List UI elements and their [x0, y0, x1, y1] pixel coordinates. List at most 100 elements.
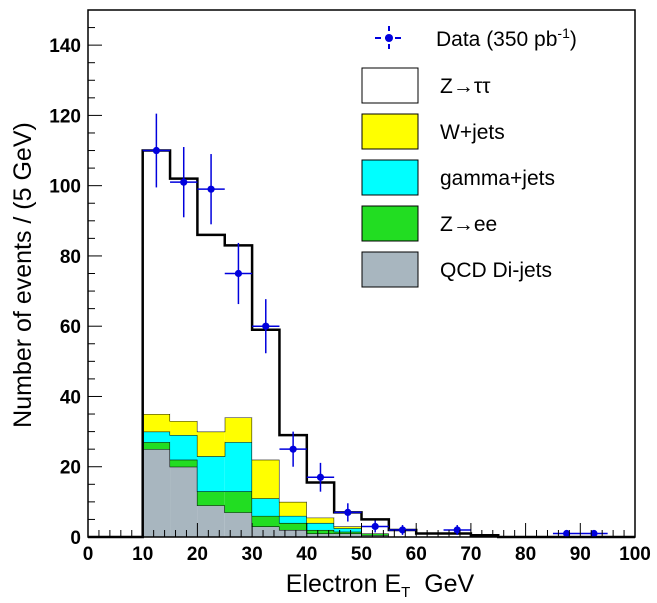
bar [224, 442, 253, 492]
bar [279, 501, 307, 516]
x-tick-label: 70 [460, 544, 481, 565]
bar [279, 515, 307, 523]
bar [142, 150, 171, 415]
bar [279, 529, 307, 537]
x-tick-label: 0 [83, 544, 94, 565]
x-tick-label: 50 [351, 544, 372, 565]
legend-label: W+jets [440, 121, 505, 144]
bar [142, 449, 171, 537]
legend-swatch [361, 159, 419, 196]
data-marker [453, 526, 461, 534]
bar [170, 466, 198, 537]
bar [197, 431, 225, 457]
bar [170, 435, 198, 460]
data-marker [207, 185, 215, 193]
x-tick-label: 100 [619, 544, 651, 565]
bar [334, 526, 362, 529]
data-point [306, 462, 335, 492]
legend-label: gamma+jets [440, 167, 555, 190]
bar [306, 533, 335, 537]
x-tick-label: 60 [406, 544, 427, 565]
bar [306, 529, 335, 534]
legend-entry: QCD Di-jets [361, 251, 552, 288]
x-tick-label: 30 [242, 544, 263, 565]
data-point [580, 529, 608, 538]
data-marker [563, 529, 571, 538]
data-marker [590, 529, 598, 538]
bar [361, 535, 389, 537]
bar [279, 522, 307, 530]
legend-entry: Z→ττ [361, 67, 491, 104]
bar [142, 431, 171, 443]
legend-swatch [361, 67, 419, 104]
legend-label: Z→ττ [440, 75, 491, 98]
data-marker [152, 146, 160, 155]
bar [170, 459, 198, 467]
bar [334, 533, 362, 537]
bar [224, 491, 253, 513]
data-marker [344, 508, 352, 517]
bar [334, 531, 362, 534]
x-tick-label: 90 [570, 544, 591, 565]
legend-swatch [361, 205, 419, 242]
legend-label: Z→ee [440, 213, 497, 236]
legend-entry: Z→ee [361, 205, 497, 242]
data-point [361, 520, 389, 533]
bar [142, 442, 171, 450]
bar [361, 533, 389, 536]
data-point [334, 503, 362, 522]
data-marker [180, 178, 188, 186]
data-marker [316, 473, 325, 481]
legend-data-marker [385, 34, 393, 42]
bar [197, 234, 225, 432]
y-tick-label: 80 [60, 247, 81, 268]
legend: Data (350 pb-1) Z→ττ W+jets gamma+jets Z→ee Q… [361, 25, 577, 288]
bar [170, 178, 198, 422]
data-point [252, 299, 280, 354]
data-point [443, 525, 471, 535]
legend-swatch [361, 113, 419, 150]
bar [197, 456, 225, 492]
legend-data-label: Data (350 pb-1) [436, 25, 577, 51]
y-tick-label: 60 [60, 317, 81, 338]
legend-entry: gamma+jets [361, 159, 555, 196]
bar [197, 491, 225, 506]
bar [416, 533, 444, 537]
data-marker [289, 445, 297, 453]
bar [224, 417, 253, 443]
bar [142, 414, 171, 432]
data-point [224, 242, 253, 305]
bar [170, 421, 198, 436]
bar [443, 533, 471, 537]
y-tick-label: 100 [49, 177, 81, 198]
data-point [142, 113, 171, 188]
y-axis-title: Number of events / (5 GeV) [9, 122, 37, 428]
bar [306, 517, 335, 523]
data-point [388, 525, 417, 535]
data-points [142, 113, 608, 538]
bar [252, 498, 280, 516]
data-point [279, 431, 307, 467]
y-tick-label: 120 [49, 106, 81, 127]
bar [334, 528, 362, 532]
legend-entry: W+jets [361, 113, 505, 150]
axes: 0 10 20 30 40 50 60 70 80 90 100 0 20 40 60 80 100 120 140 [49, 9, 651, 565]
y-tick-label: 40 [60, 387, 81, 408]
bar [252, 526, 280, 537]
legend-data-entry: Data (350 pb-1) [375, 25, 577, 51]
x-tick-label: 20 [187, 544, 208, 565]
legend-label: QCD Di-jets [440, 259, 552, 282]
y-tick-label: 0 [70, 528, 81, 549]
legend-swatch [361, 251, 419, 288]
data-point [170, 147, 198, 218]
bar [224, 512, 253, 537]
y-tick-label: 20 [60, 458, 81, 479]
x-tick-label: 10 [132, 544, 153, 565]
data-marker [398, 526, 407, 534]
data-marker [234, 269, 243, 278]
x-tick-label: 40 [296, 544, 317, 565]
bar [252, 515, 280, 527]
data-marker [262, 322, 270, 330]
data-marker [371, 522, 379, 531]
data-point [552, 529, 581, 538]
